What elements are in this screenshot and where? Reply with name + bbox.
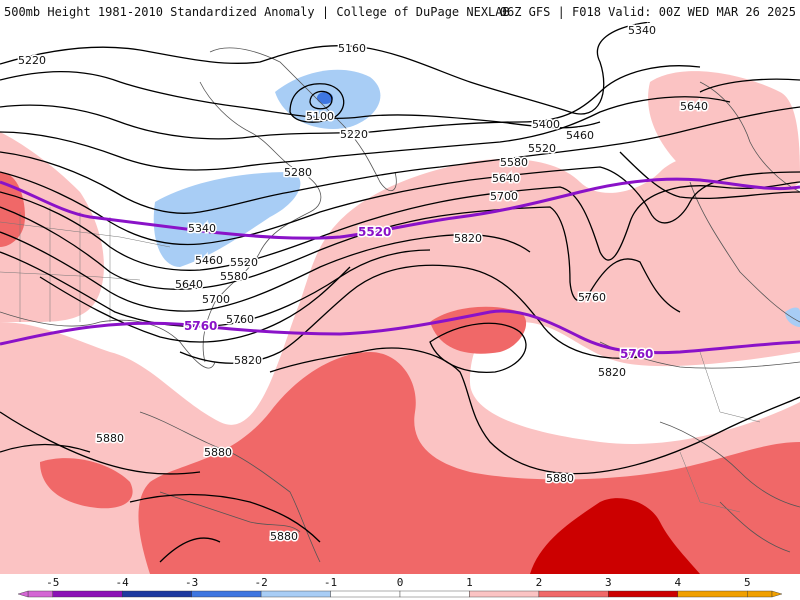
contour-label: 5820 [598, 366, 626, 379]
contour-labels: 5220 5160 5100 5220 5280 5340 5460 5520 … [17, 23, 710, 545]
colorbar-tick-label: 4 [675, 576, 682, 589]
reference-contours [0, 177, 800, 355]
anomaly-fill-blue [317, 92, 333, 104]
colorbar-tick-label: 1 [466, 576, 473, 589]
colorbar-segment [677, 590, 748, 598]
colorbar-tick-label: 5 [744, 576, 751, 589]
anomaly-fill-dark-red [530, 498, 700, 574]
colorbar-segment [27, 590, 53, 598]
colorbar-segment [399, 590, 470, 598]
colorbar-segments [17, 590, 783, 598]
reference-contour-label-5520: 5520 [358, 225, 391, 239]
colorbar-segment [121, 590, 192, 598]
colorbar-segment [260, 590, 331, 598]
colorbar-tick-label: -5 [46, 576, 59, 589]
contour-label: 5340 [628, 24, 656, 37]
colorbar-tick-label: -3 [185, 576, 198, 589]
reference-contour-labels: 5520 5760 5760 [183, 224, 655, 363]
reference-contour-label-5760: 5760 [184, 319, 217, 333]
colorbar-tick-label: -1 [324, 576, 337, 589]
colorbar-arrow-right [771, 590, 783, 598]
contour-label: 5700 [202, 293, 230, 306]
model-run-info: 06Z GFS | F018 Valid: 00Z WED MAR 26 202… [499, 5, 796, 19]
contour-label: 5520 [230, 256, 258, 269]
contour-label: 5220 [340, 128, 368, 141]
contour-label: 5760 [578, 291, 606, 304]
height-contours [0, 22, 800, 563]
colorbar-segment [191, 590, 262, 598]
colorbar-tick-label: 3 [605, 576, 612, 589]
colorbar-arrow-left [17, 590, 29, 598]
contour-label: 5460 [195, 254, 223, 267]
contour-label: 5820 [234, 354, 262, 367]
contour-label: 5640 [175, 278, 203, 291]
contour-label: 5640 [680, 100, 708, 113]
colorbar-tick-label: -2 [254, 576, 267, 589]
anomaly-map: 5220 5160 5100 5220 5280 5340 5460 5520 … [0, 22, 800, 574]
colorbar-segment [538, 590, 609, 598]
contour-label: 5580 [500, 156, 528, 169]
contour-label: 5760 [226, 313, 254, 326]
contour-label: 5880 [546, 472, 574, 485]
colorbar-segment [52, 590, 123, 598]
colorbar-segment [747, 590, 773, 598]
coastlines [0, 47, 800, 563]
contour-label: 5280 [284, 166, 312, 179]
colorbar-segment [469, 590, 540, 598]
contour-label: 5820 [454, 232, 482, 245]
contour-label: 5100 [306, 110, 334, 123]
map-title: 500mb Height 1981-2010 Standardized Anom… [4, 5, 510, 19]
contour-label: 5880 [204, 446, 232, 459]
colorbar-tick-labels: -5 -4 -3 -2 -1 0 1 2 3 4 5 [46, 576, 750, 589]
contour-label: 5160 [338, 42, 366, 55]
contour-label: 5640 [492, 172, 520, 185]
political-borders [0, 207, 761, 513]
contour-label: 5460 [566, 129, 594, 142]
colorbar-tick-label: 2 [536, 576, 543, 589]
reference-contour-label-5760: 5760 [620, 347, 653, 361]
contour-label: 5400 [532, 118, 560, 131]
colorbar: -5 -4 -3 -2 -1 0 1 2 3 4 5 [0, 574, 800, 600]
contour-label: 5580 [220, 270, 248, 283]
header-bar: 500mb Height 1981-2010 Standardized Anom… [0, 0, 800, 22]
contour-label: 5340 [188, 222, 216, 235]
contour-label: 5700 [490, 190, 518, 203]
colorbar-tick-label: -4 [116, 576, 130, 589]
contour-label: 5880 [270, 530, 298, 543]
contour-label: 5880 [96, 432, 124, 445]
colorbar-segment [608, 590, 679, 598]
contour-label: 5520 [528, 142, 556, 155]
colorbar-tick-label: 0 [397, 576, 404, 589]
contour-label: 5220 [18, 54, 46, 67]
colorbar-segment [330, 590, 401, 598]
